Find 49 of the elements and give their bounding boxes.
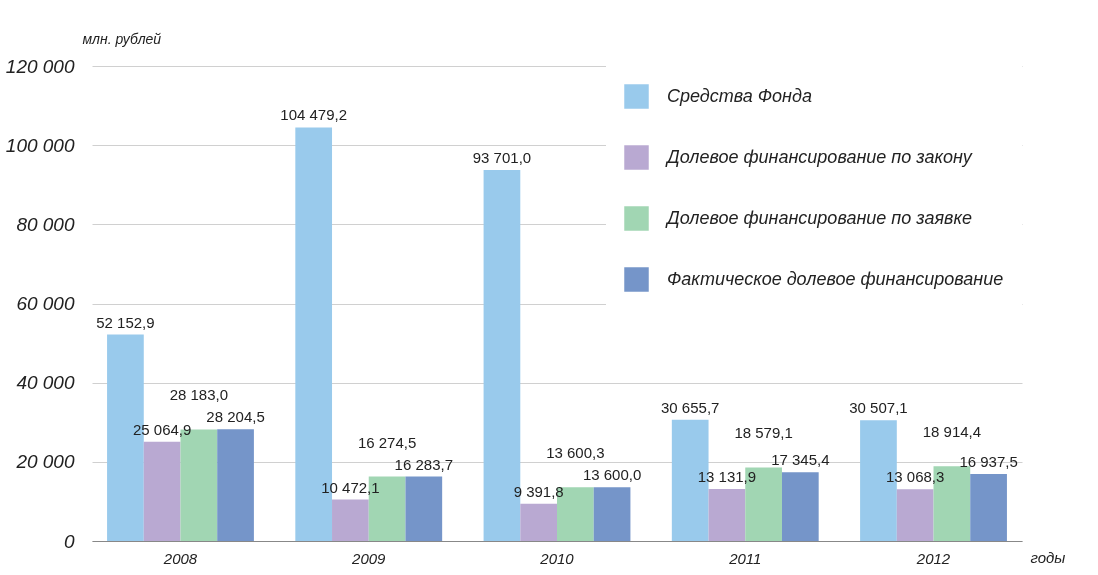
bar	[708, 489, 746, 541]
y-axis-title: млн. рублей	[82, 30, 162, 47]
data-label: 13 131,9	[697, 468, 757, 486]
data-label: 93 701,0	[472, 149, 532, 167]
legend-label: Фактическое долевое финансирование	[667, 268, 1004, 289]
y-tick-label: 0	[63, 530, 75, 552]
bar	[405, 476, 443, 541]
bar	[520, 503, 557, 541]
data-label: 52 152,9	[96, 313, 155, 331]
data-label: 30 655,7	[661, 398, 720, 416]
x-tick-label: 2009	[351, 549, 387, 567]
data-label: 25 064,9	[132, 420, 192, 438]
data-label: 30 507,1	[849, 399, 908, 417]
bar	[593, 487, 631, 541]
legend-label: Долевое финансирование по заявке	[665, 207, 972, 228]
data-label: 9 391,8	[513, 482, 564, 500]
y-tick-label: 40 000	[16, 372, 75, 394]
data-label: 13 600,3	[546, 444, 605, 462]
y-tick-label: 60 000	[16, 293, 75, 314]
data-label: 18 579,1	[734, 424, 793, 442]
data-label: 28 204,5	[206, 408, 265, 426]
bar	[781, 472, 819, 541]
x-tick-label: 2010	[539, 549, 575, 567]
data-label: 16 283,7	[394, 455, 453, 473]
data-label: 16 937,5	[959, 452, 1018, 470]
y-tick-label: 20 000	[15, 451, 75, 473]
bar	[143, 441, 181, 541]
data-label: 17 345,4	[771, 451, 830, 469]
bar	[332, 499, 369, 541]
bar	[970, 473, 1007, 541]
legend-label: Долевое финансирование по закону	[665, 146, 973, 167]
data-label: 18 914,4	[922, 423, 982, 441]
data-label: 13 068,3	[885, 468, 945, 486]
legend-label: Средства Фонда	[667, 85, 812, 106]
data-label: 104 479,2	[280, 106, 348, 124]
bar	[896, 489, 934, 541]
data-label: 28 183,0	[169, 386, 229, 404]
bar	[217, 429, 254, 541]
data-label: 10 472,1	[321, 478, 380, 496]
y-tick-label: 120 000	[5, 55, 75, 77]
x-axis-title: годы	[1030, 548, 1066, 566]
x-tick-label: 2012	[915, 549, 951, 567]
data-label: 13 600,0	[582, 466, 642, 484]
bar	[483, 170, 521, 541]
data-label: 16 274,5	[357, 433, 417, 451]
y-tick-label: 100 000	[5, 134, 75, 156]
x-tick-label: 2011	[728, 549, 762, 567]
x-tick-label: 2008	[162, 549, 198, 567]
y-tick-label: 80 000	[16, 213, 75, 235]
